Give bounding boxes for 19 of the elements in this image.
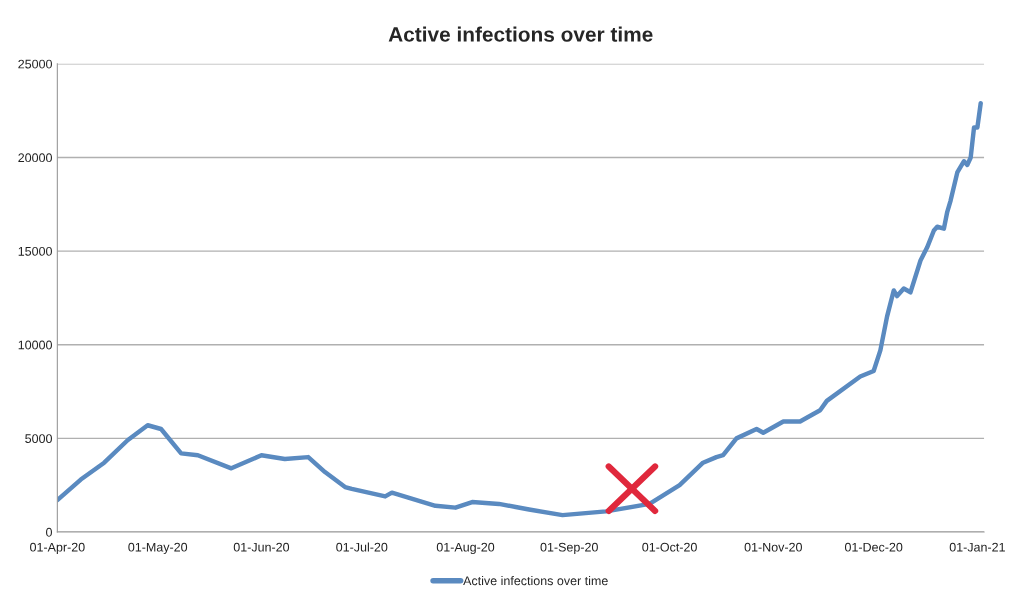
x-tick-label: 01-Aug-20 — [436, 542, 495, 555]
y-tick-label: 5000 — [25, 434, 52, 444]
x-tick-label: 01-Sep-20 — [540, 542, 598, 555]
legend-label: Active infections over time — [463, 576, 608, 586]
x-tick-label: 01-May-20 — [128, 542, 188, 555]
y-tick-label: 20000 — [18, 153, 52, 163]
x-tick-label: 01-Apr-20 — [30, 542, 85, 555]
chart-title: Active infections over time — [388, 26, 653, 42]
y-tick-label: 25000 — [18, 59, 52, 69]
x-tick-label: 01-Dec-20 — [844, 542, 903, 552]
x-tick-label: 01-Jul-20 — [336, 542, 388, 552]
line-series — [57, 100, 983, 518]
y-tick-label: 10000 — [18, 340, 52, 350]
y-tick-label: 0 — [46, 527, 52, 537]
x-tick-label: 01-Jun-20 — [233, 542, 290, 552]
y-tick-label: 15000 — [18, 246, 52, 256]
x-tick-label: 01-Oct-20 — [642, 542, 697, 552]
x-tick-label: 01-Nov-20 — [744, 542, 802, 552]
x-tick-label: 01-Jan-21 — [949, 542, 1005, 552]
